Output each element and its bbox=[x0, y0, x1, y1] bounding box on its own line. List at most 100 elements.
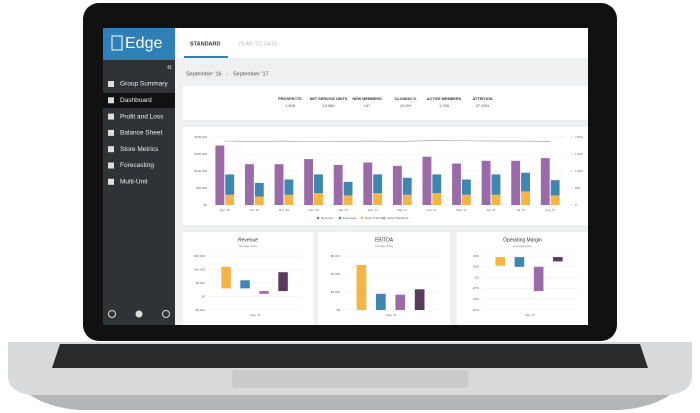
nav-icon bbox=[108, 113, 114, 120]
legend-swatch bbox=[338, 216, 342, 220]
y2-tick-label: 0 bbox=[575, 203, 577, 207]
bar bbox=[452, 163, 461, 205]
bar-segment bbox=[432, 174, 442, 194]
y-tick-label: $0 bbox=[337, 308, 341, 312]
x-tick-label: Dec '16 bbox=[309, 208, 319, 212]
nav-item[interactable]: Forecasting bbox=[120, 162, 154, 169]
y-tick-label: $10,000 bbox=[194, 267, 205, 271]
kpi-label: CLOSING % bbox=[395, 97, 417, 101]
bar bbox=[274, 164, 284, 205]
legend-swatch bbox=[382, 216, 386, 220]
kpi-value: 13.9% bbox=[400, 103, 412, 108]
collapse-icon[interactable]: « bbox=[167, 61, 172, 71]
header bbox=[175, 28, 588, 58]
x-tick-label: Sep '16 bbox=[220, 208, 230, 212]
tab[interactable]: YEAR TO DATE bbox=[238, 41, 278, 47]
bar bbox=[540, 158, 550, 205]
bar-segment bbox=[343, 181, 353, 196]
x-tick-label: Sep '17 bbox=[250, 313, 260, 317]
bar bbox=[259, 291, 269, 294]
y2-tick-label: 1,000 bbox=[575, 169, 583, 173]
legend-swatch bbox=[360, 216, 364, 220]
bar-segment bbox=[521, 191, 530, 205]
date-range: September '16 bbox=[186, 71, 222, 77]
bar-segment bbox=[491, 174, 501, 195]
bar-segment bbox=[314, 193, 323, 205]
y-tick-label: $2,000 bbox=[331, 290, 341, 294]
x-tick-label: Mar '17 bbox=[397, 208, 407, 212]
bar bbox=[215, 145, 225, 205]
y-tick-label: $0 bbox=[204, 203, 208, 207]
small-chart-subtitle: Average Daily bbox=[239, 244, 258, 248]
legend-label: Expenses bbox=[343, 216, 357, 220]
kpi-label: ACTIVE MEMBERS bbox=[427, 97, 462, 101]
kpi-label: NEW MEMBERS bbox=[352, 97, 382, 101]
y-tick-label: $15,000 bbox=[194, 254, 205, 258]
y-tick-label: $100,000 bbox=[194, 169, 207, 173]
bar-segment bbox=[314, 174, 323, 194]
y-tick-label: $0 bbox=[202, 294, 206, 298]
x-tick-label: Apr '17 bbox=[427, 208, 437, 212]
kpi-panel bbox=[183, 86, 588, 120]
nav-item[interactable]: Dashboard bbox=[120, 97, 152, 104]
kpi-label: PROSPECTS bbox=[278, 97, 302, 101]
nav-icon bbox=[108, 162, 114, 169]
touchpad bbox=[232, 370, 468, 388]
line bbox=[224, 140, 551, 143]
bar-segment bbox=[343, 195, 353, 205]
bar bbox=[356, 265, 367, 310]
bar-segment bbox=[225, 194, 235, 205]
bar bbox=[511, 160, 521, 205]
y-tick-label: $4,000 bbox=[331, 272, 341, 276]
y-tick-label: 20% bbox=[473, 265, 479, 269]
nav-item[interactable]: Multi-Unit bbox=[120, 179, 148, 186]
nav-icon bbox=[108, 97, 114, 104]
bar bbox=[395, 294, 406, 310]
kpi-label: NET SERVICE UNITS bbox=[310, 97, 348, 101]
y-tick-label: $150,000 bbox=[194, 152, 207, 156]
x-tick-label: Sep '17 bbox=[525, 313, 535, 317]
power-icon[interactable] bbox=[162, 310, 170, 318]
y-tick-label: $5,000 bbox=[196, 281, 206, 285]
bar-segment bbox=[550, 195, 560, 205]
nav-item[interactable]: Store Metrics bbox=[120, 146, 159, 153]
kpi-value: 19,080 bbox=[322, 103, 335, 108]
bar-segment bbox=[225, 174, 235, 195]
x-tick-label: Aug '17 bbox=[545, 208, 555, 212]
nav-item[interactable]: Balance Sheet bbox=[120, 130, 162, 137]
legend-label: Revenue bbox=[321, 216, 333, 220]
kpi-value: 37.18% bbox=[476, 103, 490, 108]
bar bbox=[514, 257, 525, 267]
logo-icon bbox=[111, 35, 123, 51]
bar bbox=[278, 272, 288, 292]
bar bbox=[553, 257, 563, 262]
bar-segment bbox=[373, 174, 383, 194]
info-icon[interactable] bbox=[108, 310, 116, 318]
bar bbox=[495, 257, 506, 266]
x-tick-label: Jan '17 bbox=[338, 208, 348, 212]
bar bbox=[363, 162, 373, 205]
legend-label: Cost of Service bbox=[365, 216, 386, 220]
x-tick-label: May '17 bbox=[456, 208, 467, 212]
sidebar bbox=[103, 28, 175, 325]
x-tick-label: Feb '17 bbox=[368, 208, 378, 212]
bar-segment bbox=[402, 194, 412, 205]
y-tick-label: -20% bbox=[472, 286, 479, 290]
bar-segment bbox=[254, 182, 264, 197]
bar-segment bbox=[521, 172, 530, 192]
y-tick-label: $200,000 bbox=[194, 135, 207, 139]
nav-item[interactable]: Profit and Loss bbox=[120, 113, 164, 120]
y-tick-label: -40% bbox=[472, 297, 479, 301]
brand: Edge bbox=[125, 35, 162, 52]
nav-item[interactable]: Group Summary bbox=[120, 81, 168, 88]
small-chart-subtitle: Average Daily bbox=[375, 244, 394, 248]
bar bbox=[304, 159, 314, 205]
small-chart-panel bbox=[183, 232, 313, 325]
nav-icon bbox=[108, 81, 114, 87]
legend-label: Active Members bbox=[387, 216, 409, 220]
settings-icon[interactable] bbox=[135, 310, 143, 318]
keyboard bbox=[52, 344, 648, 368]
tab[interactable]: STANDARD bbox=[190, 41, 220, 47]
bar-segment bbox=[461, 194, 471, 205]
